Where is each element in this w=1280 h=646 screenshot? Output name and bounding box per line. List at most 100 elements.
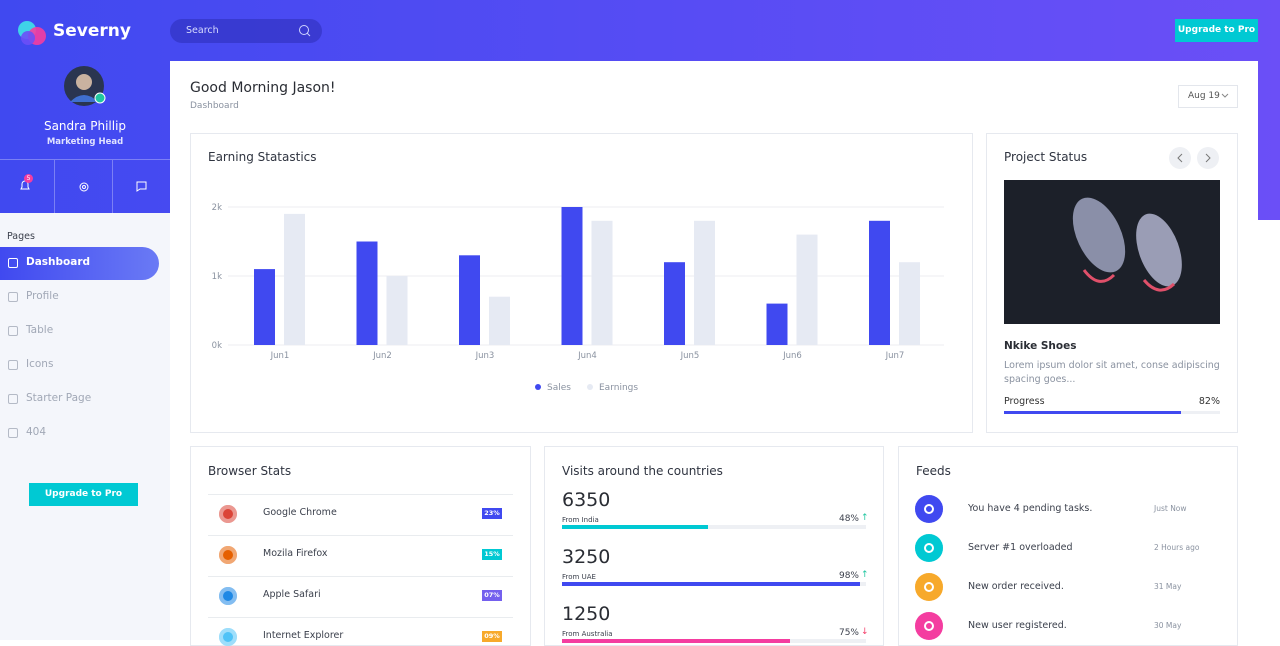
row-divider	[208, 576, 513, 577]
upgrade-button[interactable]: Upgrade to Pro	[29, 483, 138, 506]
nav-item[interactable]: Table	[26, 324, 54, 336]
feed-text: Server #1 overloaded	[968, 542, 1073, 553]
y-tick-label: 0k	[212, 341, 222, 351]
visit-percent: 75%	[838, 628, 859, 638]
feed-text: New order received.	[968, 581, 1064, 592]
date-select[interactable]: Aug 19	[1178, 85, 1238, 108]
browser-badge: 07%	[482, 590, 502, 601]
feed-text: New user registered.	[968, 620, 1067, 631]
feed-icon	[915, 612, 943, 640]
bar	[489, 296, 510, 345]
browser-icon	[219, 628, 237, 646]
visit-track	[562, 525, 866, 529]
browser-title: Browser Stats	[208, 464, 292, 478]
visit-count: 3250	[562, 546, 611, 568]
visit-bar	[562, 582, 860, 586]
browser-name: Apple Safari	[263, 589, 321, 600]
feed-icon	[915, 573, 943, 601]
nav-item[interactable]: Dashboard	[26, 256, 91, 268]
browser-name: Internet Explorer	[263, 630, 344, 641]
row-divider	[208, 617, 513, 618]
project-title: Project Status	[1004, 150, 1088, 164]
browser-icon	[219, 505, 237, 523]
settings-icon[interactable]	[78, 181, 90, 193]
avatar	[64, 66, 106, 106]
nav-icon	[8, 428, 18, 438]
browser-icon	[219, 546, 237, 564]
search-icon	[299, 25, 311, 37]
bar	[899, 262, 920, 345]
nav-icon	[8, 292, 18, 302]
section-label: Pages	[7, 231, 35, 242]
legend-label: Earnings	[599, 383, 638, 393]
chart-title: Earning Statastics	[208, 150, 317, 164]
browser-name: Google Chrome	[263, 507, 337, 518]
bar	[254, 269, 275, 345]
visit-count: 6350	[562, 489, 611, 511]
feeds-card	[898, 446, 1238, 646]
bar	[356, 241, 378, 345]
nav-item[interactable]: Profile	[26, 290, 59, 302]
visit-origin: From Australia	[562, 630, 613, 638]
bar	[796, 234, 818, 345]
carousel-arrows[interactable]	[1168, 146, 1222, 170]
upgrade-button[interactable]: Upgrade to Pro	[1175, 19, 1258, 42]
browser-name: Mozila Firefox	[263, 548, 328, 559]
feed-time: Just Now	[1154, 504, 1187, 513]
nav-item[interactable]: 404	[26, 426, 47, 438]
x-tick-label: Jun3	[475, 351, 495, 361]
x-tick-label: Jun1	[270, 351, 290, 361]
nav-active[interactable]	[0, 247, 159, 280]
visit-count: 1250	[562, 603, 611, 625]
divider	[54, 160, 55, 214]
y-tick-label: 1k	[212, 272, 222, 282]
nav-icon	[8, 360, 18, 370]
x-tick-label: Jun6	[782, 351, 802, 361]
search[interactable]: Search	[170, 19, 322, 43]
bar	[766, 303, 788, 345]
product-name: Nkike Shoes	[1004, 340, 1077, 352]
browser-icon	[219, 587, 237, 605]
progress-label: Progress	[1004, 396, 1045, 407]
legend-label: Sales	[547, 383, 571, 393]
bar	[459, 255, 480, 345]
chart: 0k 1k 2k Jun1 Jun2 Jun3 Jun4 Jun5 Jun6 Jun7 Sales E…	[212, 203, 944, 393]
progress-bar	[1004, 411, 1182, 414]
x-tick-label: Jun4	[577, 351, 597, 361]
x-tick-label: Jun7	[885, 351, 905, 361]
chat-icon[interactable]	[136, 181, 148, 193]
legend-marker	[587, 384, 593, 390]
row-divider	[208, 535, 513, 536]
caret	[1221, 93, 1229, 98]
nav-item[interactable]: Starter Page	[26, 392, 92, 404]
feed-icon	[915, 534, 943, 562]
browser-badge: 15%	[482, 549, 502, 560]
visit-bar	[562, 525, 708, 529]
logo	[18, 21, 46, 45]
visit-percent: 48%	[838, 514, 859, 524]
progress-track	[1004, 411, 1220, 414]
brand: Severny	[53, 21, 131, 41]
x-tick-label: Jun2	[372, 351, 392, 361]
y-tick-label: 2k	[212, 203, 222, 213]
feed-time: 31 May	[1154, 582, 1182, 591]
nav-item[interactable]: Icons	[26, 358, 54, 370]
bar	[694, 220, 715, 345]
bar	[284, 213, 305, 345]
profile-role: Marketing Head	[46, 137, 124, 147]
row-divider	[208, 494, 513, 495]
bar	[591, 220, 613, 345]
bar	[869, 220, 890, 345]
nav-icon	[8, 394, 18, 404]
visits-card	[544, 446, 884, 646]
browser-badge: 09%	[482, 631, 502, 642]
greeting: Good Morning Jason!	[190, 80, 336, 96]
profile-name: Sandra Phillip	[43, 119, 127, 133]
feed-icon	[915, 495, 943, 523]
trend-arrow: ↓	[861, 627, 869, 637]
breadcrumb: Dashboard	[190, 101, 239, 111]
bar	[386, 276, 408, 345]
visit-percent: 98%	[838, 571, 859, 581]
progress-value: 82%	[1198, 396, 1220, 407]
